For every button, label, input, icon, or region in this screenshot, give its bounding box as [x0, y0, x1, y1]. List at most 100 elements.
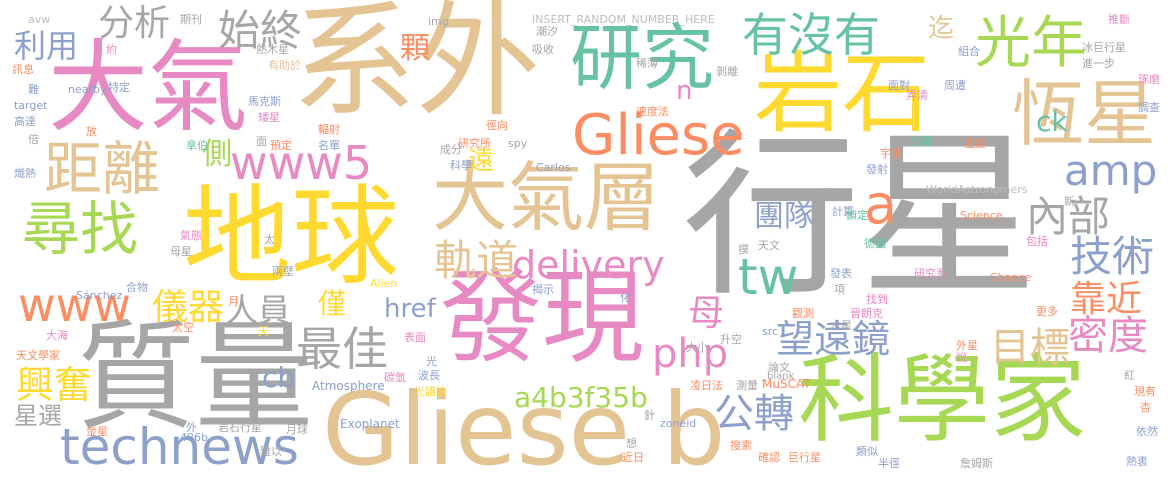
word: 鎖定 — [846, 209, 868, 222]
word: 難以 — [260, 445, 282, 458]
word: 岩石行星 — [218, 421, 262, 434]
word: 論文 — [768, 361, 790, 374]
word: Chance — [990, 271, 1032, 284]
word: 吸收 — [532, 43, 554, 56]
word: 半徑 — [878, 457, 900, 470]
word: 預定 — [270, 139, 292, 152]
word: 軌道 — [434, 236, 519, 285]
word: 發表 — [830, 267, 852, 280]
word: 望遠鏡 — [776, 317, 891, 361]
word: 凌日法 — [690, 379, 723, 392]
word: 486b — [180, 431, 208, 444]
word: 技術 — [1070, 232, 1155, 281]
word: ck — [1036, 105, 1068, 138]
word: 靠近 — [1070, 279, 1143, 320]
word: 研究系 — [914, 267, 947, 280]
word: 輻射 — [318, 123, 340, 136]
word: 更多 — [1036, 305, 1058, 318]
word: _blank — [762, 371, 795, 382]
word: 遠 — [468, 146, 495, 176]
word: 人員 — [226, 291, 291, 329]
word: 確認 — [758, 451, 780, 464]
word: 新 — [1064, 195, 1075, 208]
word: Atmosphere — [312, 379, 385, 393]
word: 公轉 — [714, 391, 794, 437]
word: 木星 — [830, 319, 852, 332]
word: 速度法 — [636, 105, 669, 118]
word: 冰巨行星 — [1082, 41, 1126, 54]
word: 調查 — [1138, 101, 1160, 114]
word: img — [428, 15, 449, 28]
word: 宇宙 — [880, 147, 902, 160]
word: 星選 — [14, 402, 62, 430]
word: 現有 — [1134, 385, 1156, 398]
word: 母星 — [170, 245, 192, 258]
word: 質量 — [77, 308, 314, 446]
word: 杏 — [1140, 401, 1151, 414]
word: 有沒有 — [742, 8, 880, 62]
word: 熱衷 — [1126, 455, 1148, 468]
word: 科學 — [450, 159, 472, 172]
word: 晉朗克 — [850, 307, 883, 320]
word: 迄 — [928, 14, 955, 44]
word: 光譜法 — [414, 385, 447, 398]
word: 目標 — [990, 325, 1070, 371]
word: Science — [960, 209, 1003, 222]
word: cb — [262, 361, 296, 394]
word: 興奮 — [16, 363, 93, 407]
word: 化 — [620, 291, 631, 304]
word: 觀測 — [792, 307, 814, 320]
word: a — [864, 173, 898, 236]
word: 大小 — [686, 341, 708, 354]
word: 倍 — [28, 133, 39, 146]
word: 側 — [202, 137, 232, 172]
word: 密度 — [1068, 313, 1148, 359]
word: www — [18, 278, 131, 332]
word: 儀器 — [152, 287, 225, 328]
word: 成分 — [440, 143, 462, 156]
word: 熱木星 — [256, 43, 289, 56]
word: 高達 — [14, 115, 36, 128]
word: 僅 — [318, 287, 347, 320]
word: 大氣層 — [432, 153, 660, 242]
word: nearby — [68, 83, 107, 96]
word: 大海 — [46, 329, 68, 342]
word: 碳氫 — [384, 371, 406, 384]
word: 紅 — [1124, 369, 1135, 382]
word: 外星 — [956, 339, 978, 352]
word: Gliese — [572, 103, 745, 168]
word: 行星 — [682, 113, 1038, 320]
word: 期盼 — [816, 187, 838, 200]
word: 面對 — [888, 79, 910, 92]
word: 測量 — [736, 379, 758, 392]
word: zoneid — [660, 417, 697, 430]
word: 波長 — [418, 369, 440, 382]
word: 顆 — [400, 31, 430, 66]
word: 科學家 — [798, 344, 1086, 456]
word: 近日 — [622, 451, 644, 464]
word: n — [676, 76, 693, 106]
word: tw — [738, 248, 799, 306]
word: 訊息 — [12, 63, 34, 76]
word: Exoplanet — [340, 417, 400, 431]
word: 摸 — [738, 243, 749, 256]
word: 馬克斯 — [248, 95, 281, 108]
word: 大氣 — [48, 29, 248, 146]
word: 發現 — [440, 259, 644, 378]
word: 稀薄 — [636, 57, 658, 70]
word: 搜索 — [730, 439, 752, 452]
word: Alien — [370, 277, 398, 290]
word: 分析 — [98, 3, 171, 44]
word: WorldAstronomers — [926, 183, 1028, 196]
word: 剝離 — [716, 65, 738, 78]
word: 地球 — [183, 175, 400, 300]
word: src — [762, 325, 779, 338]
word: 巨行星 — [788, 451, 821, 464]
word: 氣態 — [180, 229, 202, 242]
word: 推斷 — [1108, 13, 1130, 26]
word: 天 — [258, 325, 269, 338]
word: 周遭 — [944, 79, 966, 92]
word: 月 — [228, 295, 239, 308]
word: 拿伯 — [186, 139, 208, 152]
